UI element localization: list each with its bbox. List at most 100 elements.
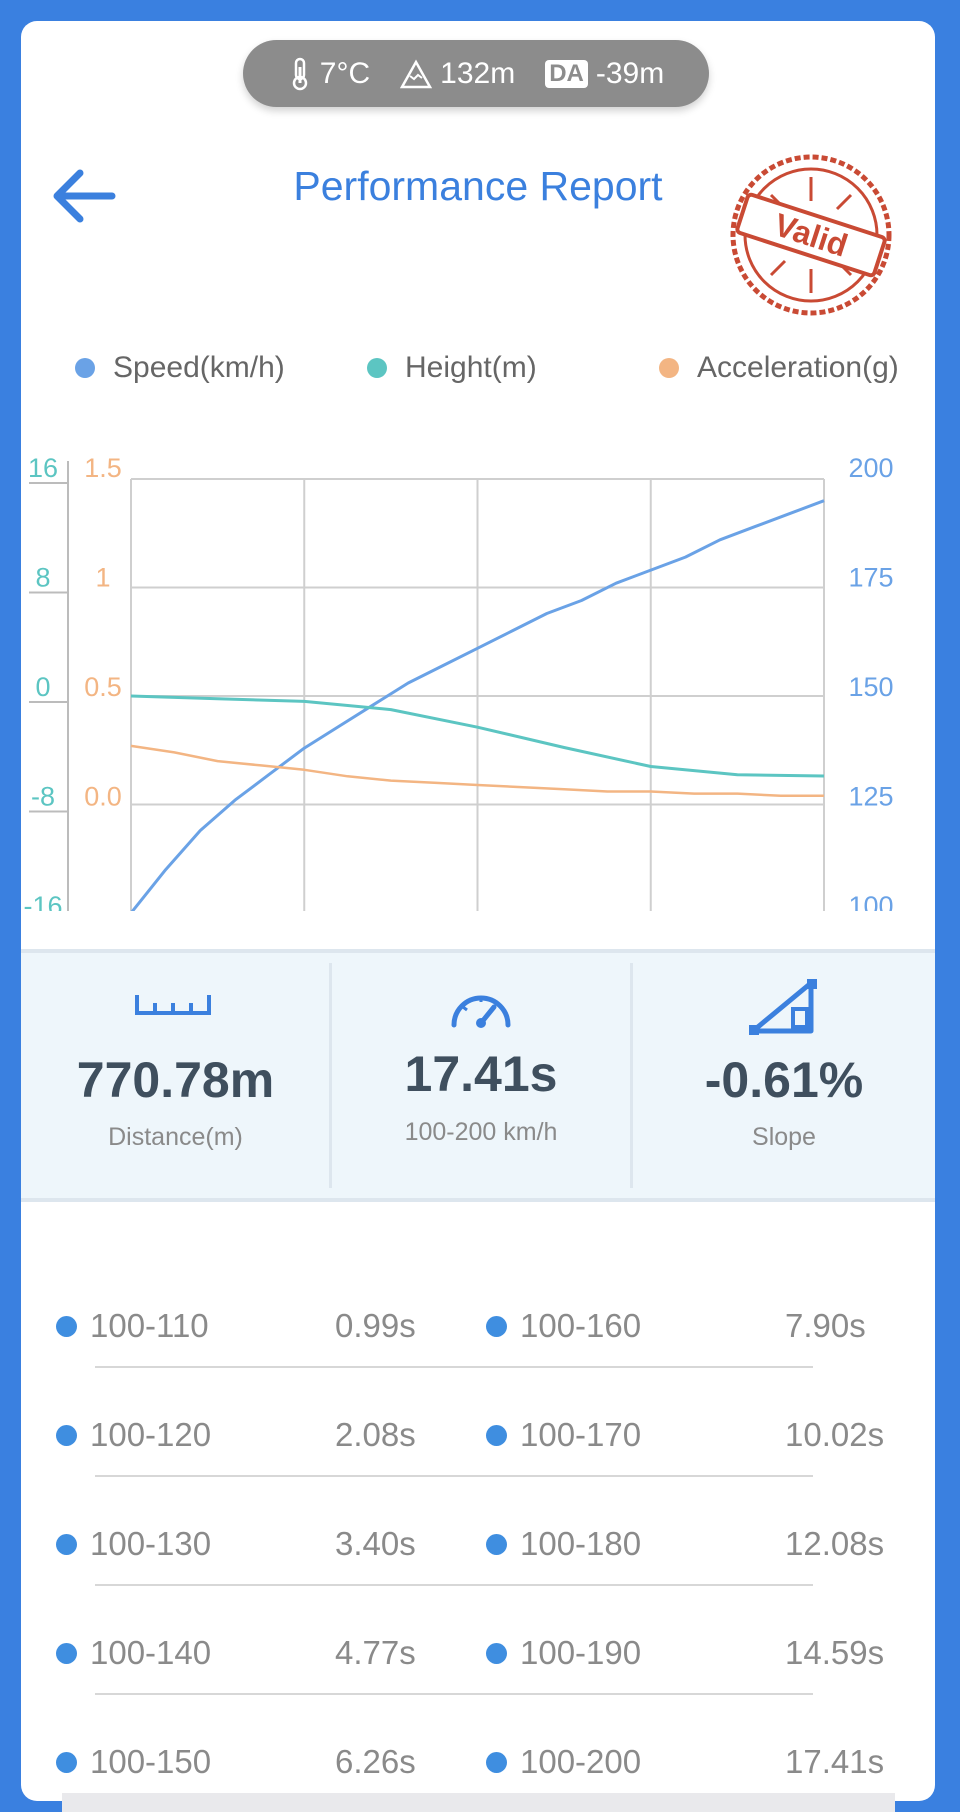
speed-series-line bbox=[130, 499, 825, 911]
acceleration-tick-label: 0.0 bbox=[84, 782, 122, 812]
split-range-label: 100-190 bbox=[520, 1634, 642, 1671]
legend-item-speed: Speed(km/h) bbox=[75, 351, 285, 385]
split-range-label: 100-200 bbox=[520, 1743, 642, 1780]
legend-label-speed: Speed(km/h) bbox=[113, 351, 285, 384]
height-tick-label: 0 bbox=[35, 672, 50, 702]
stat-divider bbox=[329, 963, 332, 1188]
stat-divider bbox=[630, 963, 633, 1188]
arrow-left-icon bbox=[53, 169, 116, 223]
acceleration-tick-label: 1.5 bbox=[84, 453, 122, 483]
thermometer-icon bbox=[292, 57, 308, 90]
split-bullet bbox=[56, 1533, 77, 1555]
split-bullet bbox=[56, 1424, 77, 1446]
split-bullet bbox=[486, 1751, 507, 1773]
temperature-value: 7°C bbox=[319, 56, 371, 90]
row-divider bbox=[95, 1584, 813, 1586]
split-range-left: 100-120 bbox=[56, 1405, 211, 1465]
slope-icon bbox=[749, 979, 817, 1035]
split-time-right: 17.41s bbox=[785, 1743, 885, 1780]
list-item: 100-140 4.77s 100-190 14.59s bbox=[21, 1623, 935, 1731]
split-range-label: 100-120 bbox=[90, 1416, 212, 1453]
split-bullet bbox=[56, 1315, 77, 1337]
list-item: 100-150 6.26s 100-200 17.41s bbox=[21, 1732, 935, 1801]
list-item: 100-130 3.40s 100-180 12.08s bbox=[21, 1514, 935, 1622]
split-range-right: 100-180 bbox=[486, 1514, 641, 1574]
stat-distance-value: 770.78m bbox=[76, 1052, 275, 1108]
back-button[interactable] bbox=[48, 161, 118, 231]
height-tick-label: 16 bbox=[28, 453, 58, 483]
split-bullet bbox=[486, 1315, 507, 1337]
split-range-label: 100-180 bbox=[520, 1525, 642, 1562]
legend-item-height: Height(m) bbox=[367, 351, 537, 385]
bottom-sheet-edge bbox=[62, 1793, 895, 1812]
split-range-label: 100-170 bbox=[520, 1416, 642, 1453]
speed-tick-label: 125 bbox=[848, 782, 893, 812]
speed-tick-label: 175 bbox=[848, 563, 893, 593]
speedometer-icon bbox=[451, 995, 511, 1028]
speed-tick-label: 200 bbox=[848, 453, 893, 483]
stats-panel: 770.78m Distance(m) 17.41s 100-200 km/h bbox=[21, 949, 935, 1202]
split-time-left: 6.26s bbox=[335, 1743, 416, 1780]
split-time-left: 2.08s bbox=[335, 1416, 416, 1453]
height-tick-label: 8 bbox=[35, 563, 50, 593]
temperature-segment: 7°C bbox=[288, 57, 370, 91]
density-altitude-badge: DA bbox=[545, 59, 588, 88]
split-time-right: 10.02s bbox=[785, 1416, 885, 1453]
speed-tick-label: 150 bbox=[848, 672, 893, 702]
chart-legend: Speed(km/h) Height(m) Acceleration(g) bbox=[51, 351, 921, 391]
legend-dot-acceleration bbox=[659, 358, 679, 378]
split-time-left: 3.40s bbox=[335, 1525, 416, 1562]
legend-dot-speed bbox=[75, 358, 95, 378]
split-time-left: 4.77s bbox=[335, 1634, 416, 1671]
ruler-icon bbox=[135, 995, 211, 1015]
stat-slope-value: -0.61% bbox=[704, 1052, 864, 1108]
weather-status-pill: 7°C 132m DA -39m bbox=[243, 40, 709, 107]
height-tick-label: -8 bbox=[31, 782, 55, 812]
stat-slope-label: Slope bbox=[752, 1123, 816, 1151]
legend-dot-height bbox=[367, 358, 387, 378]
row-divider bbox=[95, 1475, 813, 1477]
split-time-right: 7.90s bbox=[785, 1307, 866, 1344]
split-time-left: 0.99s bbox=[335, 1307, 416, 1344]
density-altitude-segment: DA -39m bbox=[545, 57, 664, 91]
stat-time-value: 17.41s bbox=[404, 1046, 558, 1102]
performance-chart: 16 8 0 -8 -16 1.5 1 0.5 0.0 200 175 150 125 100 bbox=[23, 453, 894, 911]
split-bullet bbox=[56, 1751, 77, 1773]
split-range-left: 100-110 bbox=[56, 1296, 209, 1356]
report-card: 7°C 132m DA -39m Performance Report bbox=[21, 21, 935, 1801]
valid-stamp: Valid bbox=[730, 154, 892, 316]
stat-time-label: 100-200 km/h bbox=[404, 1118, 558, 1146]
split-range-label: 100-110 bbox=[90, 1307, 209, 1344]
split-range-label: 100-160 bbox=[520, 1307, 642, 1344]
split-range-right: 100-190 bbox=[486, 1623, 641, 1683]
split-range-left: 100-150 bbox=[56, 1732, 211, 1792]
list-item: 100-120 2.08s 100-170 10.02s bbox=[21, 1405, 935, 1513]
split-time-right: 12.08s bbox=[785, 1525, 885, 1562]
legend-item-acceleration: Acceleration(g) bbox=[659, 351, 899, 385]
altitude-value: 132m bbox=[440, 56, 516, 90]
speed-tick-label: 100 bbox=[848, 891, 893, 911]
legend-label-height: Height(m) bbox=[405, 351, 537, 384]
stat-distance-label: Distance(m) bbox=[108, 1123, 243, 1151]
split-range-label: 100-130 bbox=[90, 1525, 212, 1562]
split-bullet bbox=[486, 1424, 507, 1446]
altitude-segment: 132m bbox=[400, 57, 515, 91]
page-title: Performance Report bbox=[293, 163, 663, 209]
height-series-line bbox=[130, 694, 825, 778]
split-time-right: 14.59s bbox=[785, 1634, 885, 1671]
stat-distance: 770.78m Distance(m) bbox=[21, 953, 330, 1198]
split-range-right: 100-160 bbox=[486, 1296, 641, 1356]
split-range-left: 100-130 bbox=[56, 1514, 211, 1574]
acceleration-tick-label: 1 bbox=[95, 563, 110, 593]
split-bullet bbox=[56, 1642, 77, 1664]
split-range-right: 100-200 bbox=[486, 1732, 641, 1792]
split-range-label: 100-150 bbox=[90, 1743, 212, 1780]
height-tick-label: -16 bbox=[23, 891, 62, 911]
legend-label-acceleration: Acceleration(g) bbox=[697, 351, 899, 384]
stat-time: 17.41s 100-200 km/h bbox=[332, 953, 630, 1198]
row-divider bbox=[95, 1366, 813, 1368]
split-bullet bbox=[486, 1533, 507, 1555]
split-range-label: 100-140 bbox=[90, 1634, 212, 1671]
split-range-right: 100-170 bbox=[486, 1405, 641, 1465]
list-item: 100-110 0.99s 100-160 7.90s bbox=[21, 1296, 935, 1404]
